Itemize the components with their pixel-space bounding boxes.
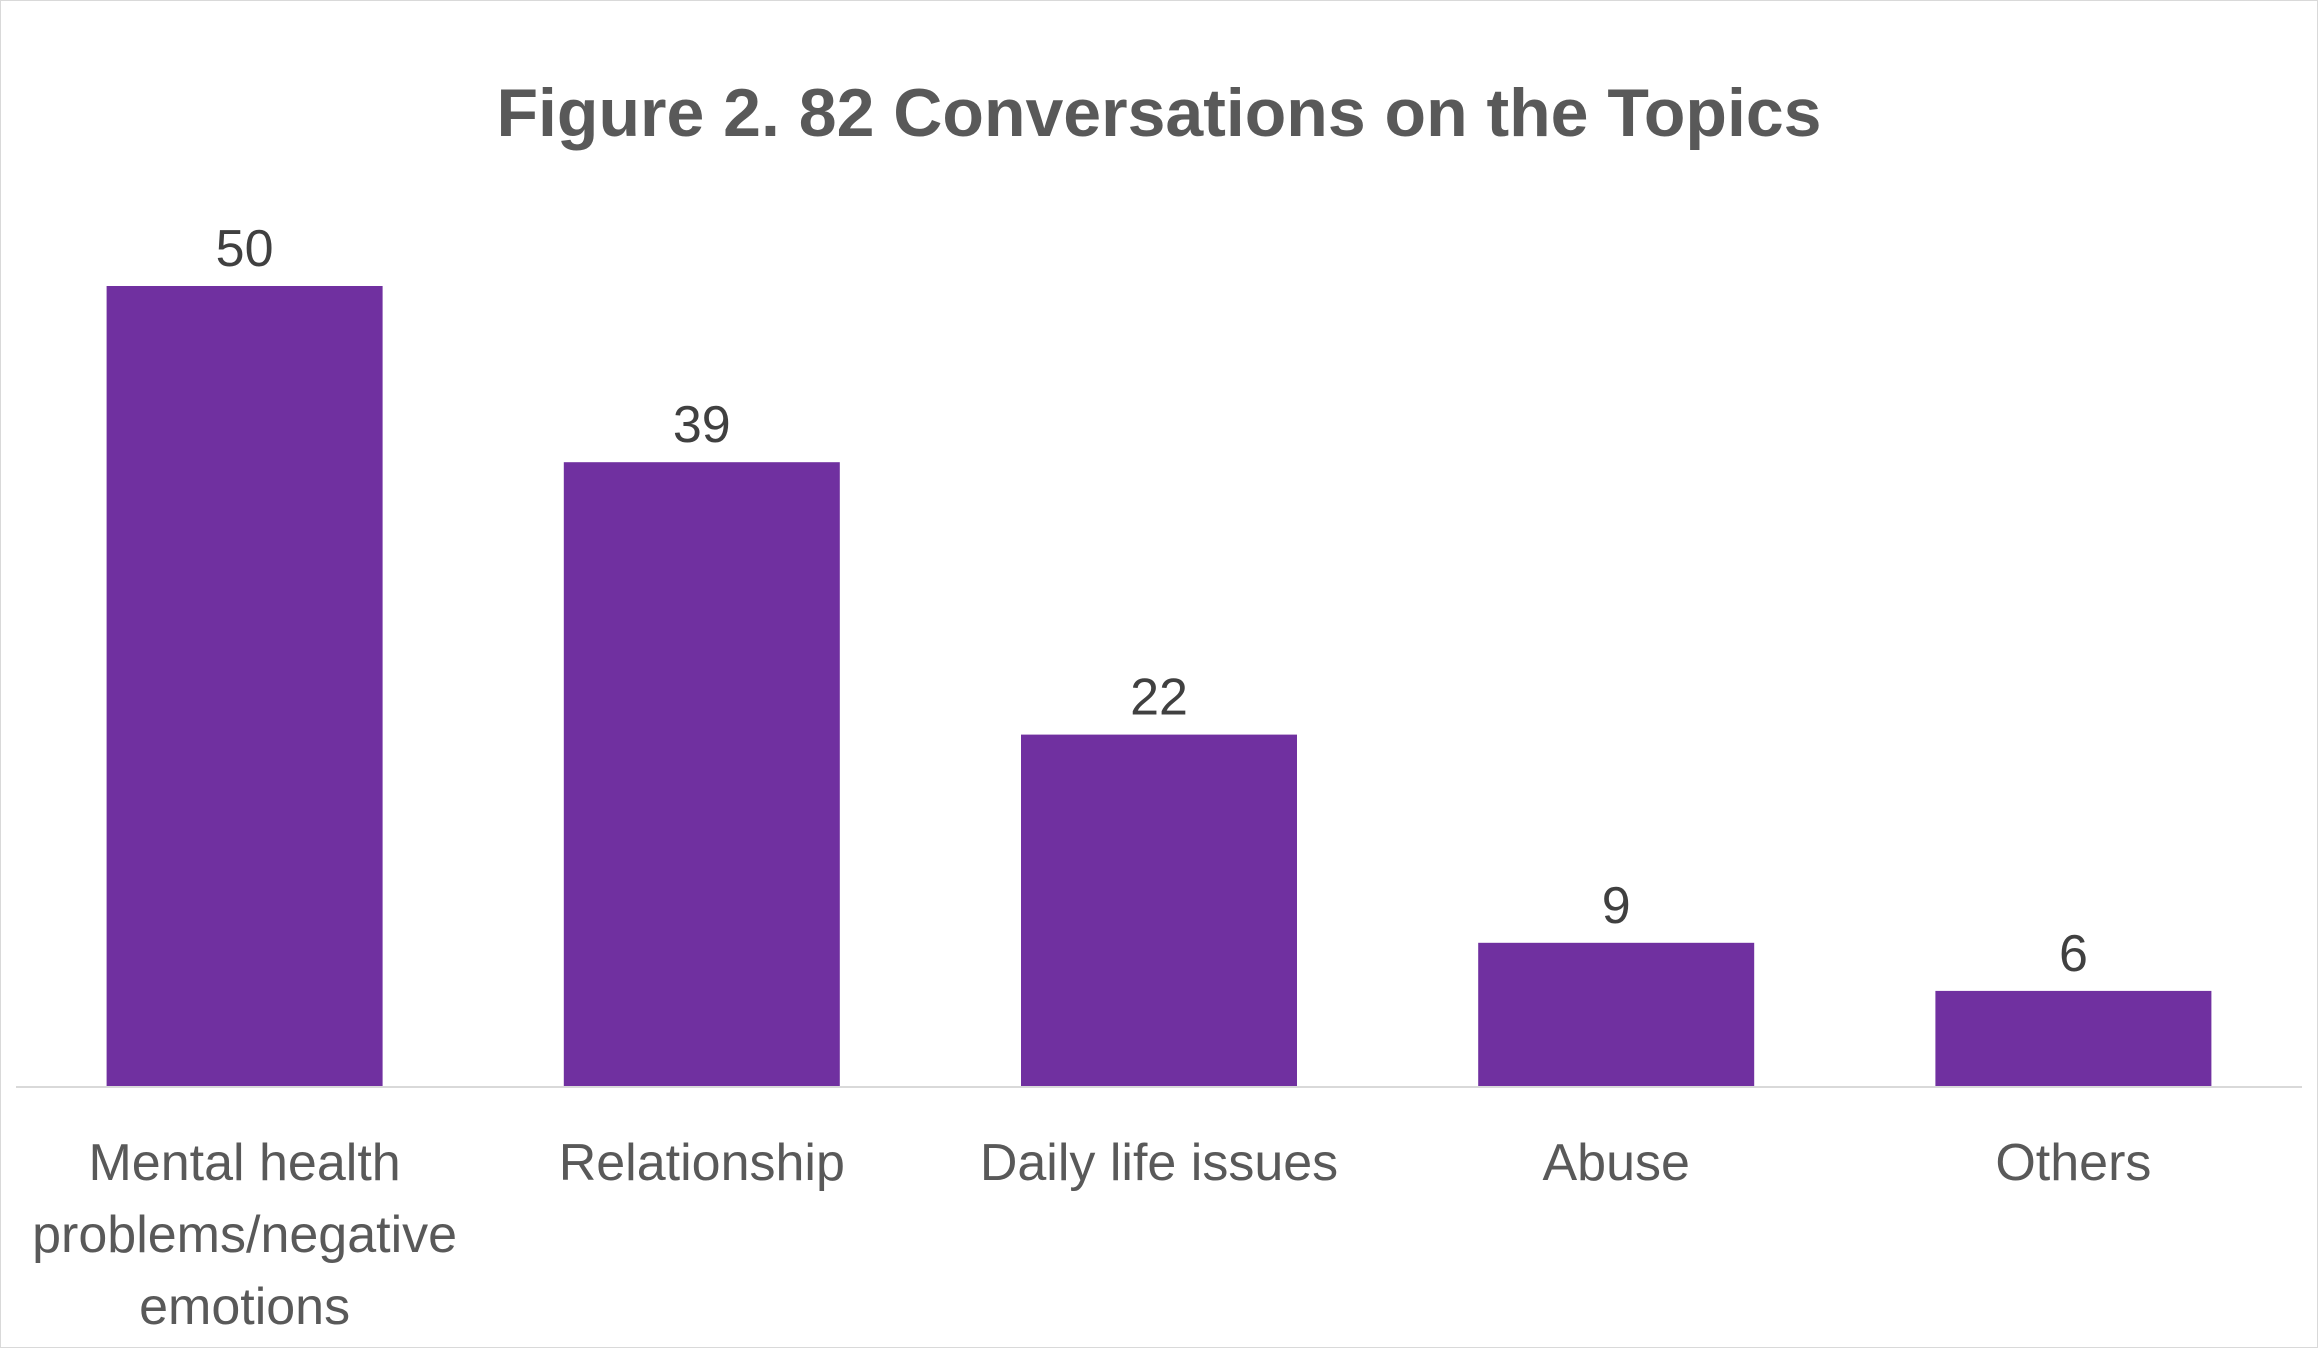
x-tick-label-line: problems/negative xyxy=(32,1206,457,1264)
x-tick-label: Daily life issues xyxy=(980,1134,1338,1192)
x-tick-label-line: Relationship xyxy=(559,1134,845,1192)
x-tick-label: Mental health problems/negative emotions xyxy=(32,1134,457,1336)
x-tick-label-line: emotions xyxy=(139,1278,350,1336)
x-tick-label: Others xyxy=(1995,1134,2151,1192)
x-tick-label-line: Others xyxy=(1995,1134,2151,1192)
bar xyxy=(1021,734,1297,1087)
data-label: 9 xyxy=(1602,877,1631,935)
data-labels: 50 39 22 9 6 xyxy=(216,220,2088,983)
bars xyxy=(106,286,2212,1087)
data-label: 6 xyxy=(2059,925,2088,983)
chart-title: Figure 2. 82 Conversations on the Topics xyxy=(496,75,1821,151)
bar xyxy=(1935,990,2212,1087)
data-label: 50 xyxy=(216,220,274,278)
x-tick-label-line: Daily life issues xyxy=(980,1134,1338,1192)
x-tick-label: Relationship xyxy=(559,1134,845,1192)
bar xyxy=(563,462,840,1087)
x-tick-label: Abuse xyxy=(1542,1134,1689,1192)
x-axis-tick-labels: Mental health problems/negative emotions Re… xyxy=(32,1134,2151,1336)
x-tick-label-line: Abuse xyxy=(1542,1134,1689,1192)
bar xyxy=(106,286,383,1087)
data-label: 39 xyxy=(673,396,731,454)
x-tick-label-line: Mental health xyxy=(88,1134,400,1192)
data-label: 22 xyxy=(1130,669,1188,727)
bar xyxy=(1478,942,1755,1087)
